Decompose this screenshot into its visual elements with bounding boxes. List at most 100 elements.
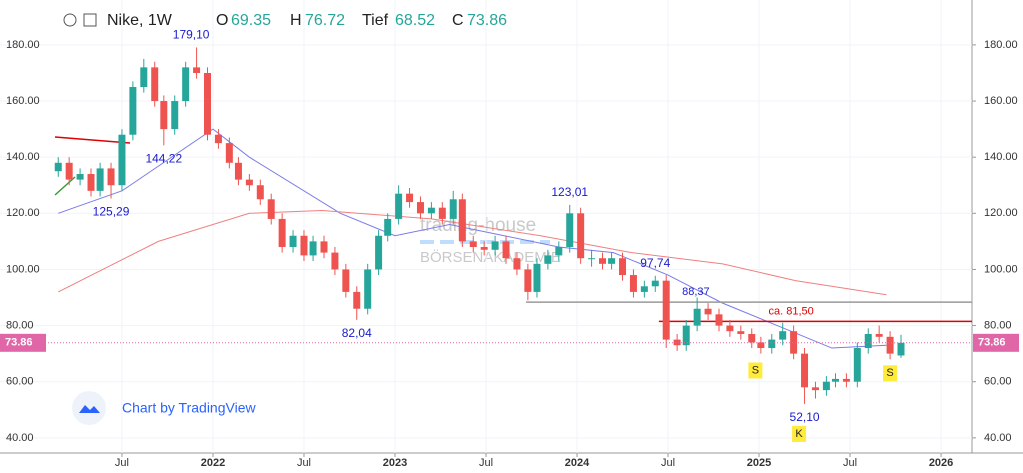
candle-body: [757, 342, 765, 349]
ohlc-value: 69.35: [231, 12, 271, 29]
level-label: 88,37: [682, 286, 710, 298]
y-tick-label: 80.00: [984, 319, 1012, 331]
y-tick-label: 180.00: [984, 39, 1018, 51]
y-tick-label: 40.00: [6, 432, 34, 444]
candle-body: [278, 218, 286, 247]
price-tag: [0, 333, 46, 352]
x-tick-label: Jul: [479, 457, 493, 469]
candle-body: [588, 258, 596, 260]
candle-body: [779, 331, 787, 340]
watermark-text: BÖRSENAKADEMIE: [420, 248, 561, 266]
candle-body: [267, 199, 275, 219]
candle-body: [811, 387, 819, 391]
candle-body: [853, 348, 861, 382]
y-tick-label: 160.00: [984, 95, 1018, 107]
candle-body: [65, 162, 73, 180]
candle-body: [533, 263, 541, 292]
candle-body: [76, 174, 84, 180]
price-annotation: 179,10: [173, 28, 210, 42]
marker-label: S: [886, 367, 893, 379]
candle-body: [225, 143, 233, 163]
marker-badge: [792, 425, 807, 442]
y-tick-label: 120.00: [984, 207, 1018, 219]
candle-body: [748, 333, 756, 343]
candle-body: [438, 207, 446, 219]
candle-body: [214, 134, 222, 144]
x-tick-label: 2026: [929, 457, 953, 469]
x-tick-label: Jul: [661, 457, 675, 469]
price-tag-label: 73.86: [978, 337, 1006, 349]
ohlc-value: 76.72: [305, 12, 345, 29]
logo: Chart by TradingView: [72, 391, 256, 425]
level-label: ca. 81,50: [768, 305, 813, 317]
candle-body: [822, 381, 830, 391]
price-annotation: 82,04: [342, 326, 372, 340]
x-tick-label: 2022: [201, 457, 225, 469]
candle-body: [289, 235, 297, 247]
candle-body: [320, 241, 328, 253]
candle-body: [480, 246, 488, 250]
price-tag: [973, 333, 1019, 352]
y-tick-label: 60.00: [984, 376, 1012, 388]
candle-body: [640, 286, 648, 292]
y-tick-label: 120.00: [6, 207, 40, 219]
candle-body: [406, 193, 414, 203]
price-annotation: 144,22: [145, 152, 182, 166]
candle-body: [118, 134, 126, 186]
candle-body: [662, 280, 670, 340]
ohlc-label: H: [290, 12, 302, 29]
candle-body: [160, 101, 168, 130]
ohlc-label: C: [452, 12, 464, 29]
y-tick-label: 100.00: [6, 263, 40, 275]
logo-badge: [72, 391, 106, 425]
candle-body: [524, 269, 532, 292]
candle-body: [54, 162, 62, 172]
marker-label: K: [795, 428, 803, 440]
candle-body: [245, 179, 253, 186]
candle-body: [234, 162, 242, 180]
candle-body: [151, 67, 159, 102]
header: Nike, 1W O 69.35 H 76.72 Tief 68.52 C 73…: [63, 12, 507, 29]
candle-body: [87, 174, 95, 191]
candle-body: [129, 87, 137, 135]
candle-body: [342, 269, 350, 292]
x-tick-label: Jul: [297, 457, 311, 469]
moving-average: [58, 210, 887, 296]
candle-body: [140, 67, 148, 88]
candle-body: [673, 339, 681, 346]
y-tick-label: 40.00: [984, 432, 1012, 444]
price-annotation: 97,74: [640, 256, 670, 270]
candle-body: [566, 213, 574, 247]
logo-icon: [79, 405, 100, 413]
price-annotation: 125,29: [93, 205, 130, 219]
x-tick-label: Jul: [115, 457, 129, 469]
candle-body: [608, 258, 616, 264]
candle-body: [416, 202, 424, 214]
y-tick-label: 60.00: [6, 376, 34, 388]
trend-line: [54, 136, 131, 144]
candle-body: [629, 275, 637, 292]
icon: [83, 13, 97, 27]
candle-body: [842, 378, 850, 382]
candle-body: [544, 255, 552, 264]
candle-body: [768, 339, 776, 349]
price-tag-label: 73.86: [5, 337, 33, 349]
price-annotation: 52,10: [790, 410, 820, 424]
candle-body: [598, 258, 606, 264]
candle-body: [726, 325, 734, 332]
candle-body: [577, 213, 585, 259]
footer-text: Chart by TradingView: [122, 400, 256, 416]
candle-body: [458, 199, 466, 242]
candle-body: [300, 235, 308, 256]
y-tick-label: 140.00: [984, 151, 1018, 163]
candle-body: [651, 280, 659, 287]
candle-body: [171, 101, 179, 130]
x-tick-label: 2025: [747, 457, 771, 469]
candle-body: [502, 241, 510, 259]
candle-body: [704, 308, 712, 315]
x-tick-label: Jul: [843, 457, 857, 469]
candle-body: [96, 168, 104, 191]
candle-body: [384, 218, 392, 236]
candle-body: [619, 258, 627, 276]
candle-body: [864, 333, 872, 349]
